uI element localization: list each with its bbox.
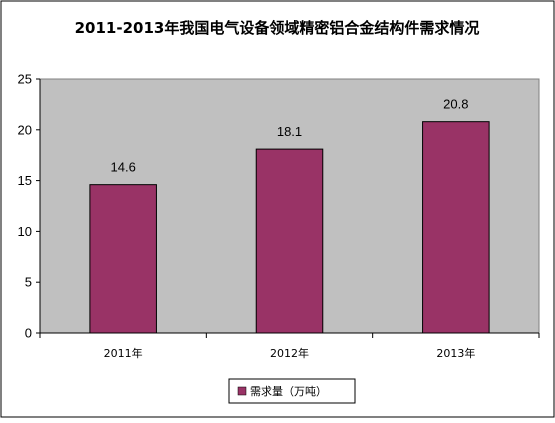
y-tick-label: 25 — [18, 72, 32, 87]
legend: 需求量（万吨） — [228, 378, 356, 404]
y-tick-label: 15 — [18, 173, 32, 188]
x-category-label: 2013年 — [436, 346, 475, 360]
legend-swatch — [237, 386, 247, 396]
data-label: 14.6 — [111, 160, 136, 175]
data-label: 18.1 — [277, 124, 302, 139]
x-category-label: 2012年 — [270, 346, 309, 360]
bar — [422, 121, 490, 334]
data-label: 20.8 — [443, 97, 468, 112]
y-tick-label: 20 — [18, 122, 32, 137]
chart-title: 2011-2013年我国电气设备领域精密铝合金结构件需求情况 — [75, 19, 480, 37]
y-tick-label: 5 — [25, 275, 32, 290]
x-category-label: 2011年 — [104, 346, 143, 360]
legend-box — [228, 378, 356, 404]
bar — [89, 184, 157, 334]
bar — [255, 148, 324, 334]
legend-label: 需求量（万吨） — [250, 385, 327, 398]
y-tick-label: 10 — [18, 224, 32, 239]
data-labels: 14.6 18.1 20.8 — [111, 97, 469, 175]
y-tick-label: 0 — [25, 326, 32, 341]
y-axis: 0 5 10 15 20 25 — [18, 72, 41, 341]
bars — [89, 121, 490, 334]
